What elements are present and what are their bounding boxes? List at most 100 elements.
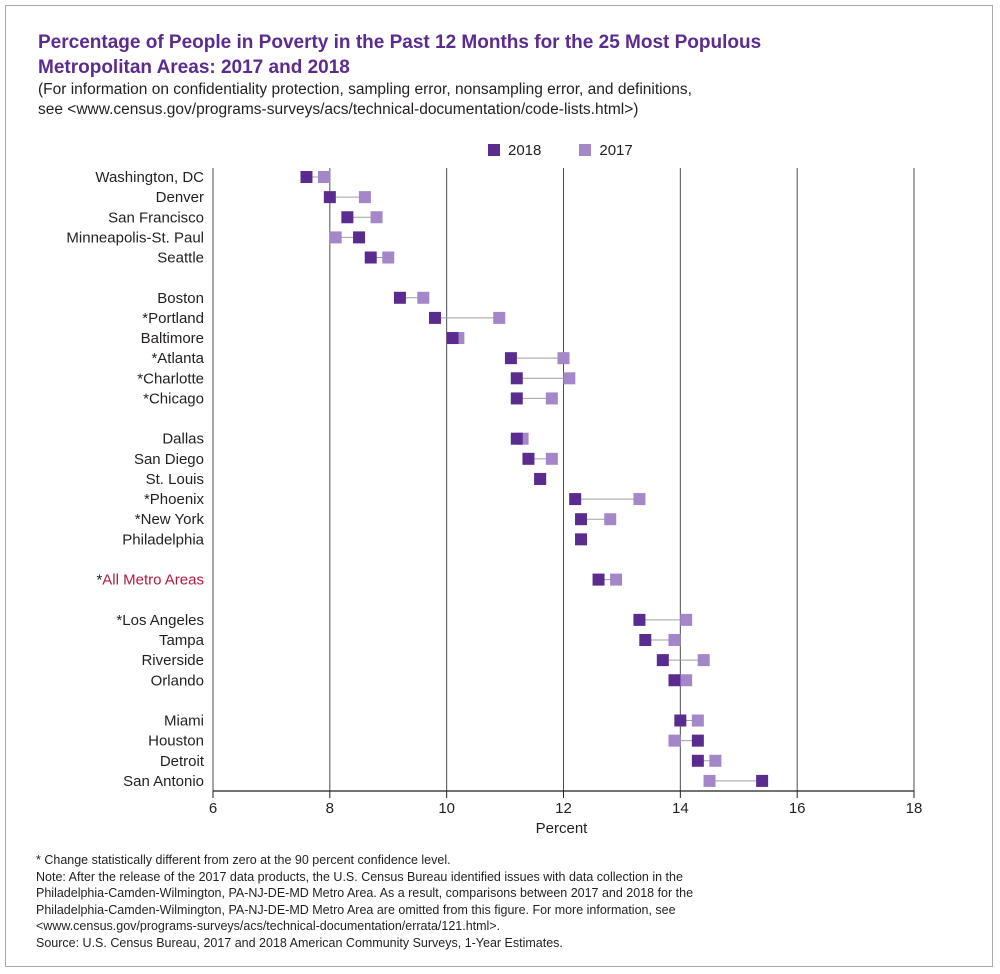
marker-2017-phoenix — [633, 493, 646, 506]
marker-2017-los-angeles — [680, 613, 693, 626]
x-tick-label-6: 6 — [209, 800, 217, 817]
marker-2017-riverside — [697, 654, 710, 667]
legend-item-2017: 2017 — [579, 141, 633, 159]
legend-item-2018: 2018 — [488, 142, 541, 159]
category-label-houston: Houston — [148, 733, 204, 750]
category-label-all-metro-areas: *All Metro Areas — [96, 572, 204, 589]
marker-2018-st-louis — [534, 472, 547, 485]
category-highlight-all-metro-areas: All Metro Areas — [102, 572, 204, 589]
chart-notes: * Change statistically different from ze… — [36, 852, 956, 951]
note-asterisk: * Change statistically different from ze… — [36, 853, 451, 867]
figure-frame — [5, 5, 993, 967]
chart-legend: 2018 2017 — [488, 140, 671, 160]
category-label-portland: *Portland — [142, 310, 204, 327]
note-line-2: Philadelphia-Camden-Wilmington, PA-NJ-DE… — [36, 886, 694, 900]
marker-2018-atlanta — [504, 352, 517, 365]
marker-2017-miami — [691, 714, 704, 727]
category-label-new-york: *New York — [135, 511, 205, 528]
marker-2017-orlando — [680, 674, 693, 687]
marker-2017-portland — [493, 311, 506, 324]
category-label-philadelphia: Philadelphia — [122, 531, 204, 548]
category-label-minneapolis-st-paul: Minneapolis-St. Paul — [66, 229, 204, 246]
category-label-charlotte: *Charlotte — [137, 370, 204, 387]
chart-subtitle-line-2: see <www.census.gov/programs-surveys/acs… — [38, 101, 639, 118]
legend-swatch-2017 — [579, 144, 592, 156]
marker-2018-boston — [393, 291, 406, 304]
marker-2018-miami — [674, 714, 687, 727]
marker-2018-orlando — [668, 674, 681, 687]
category-label-boston: Boston — [157, 290, 204, 307]
marker-2018-riverside — [656, 654, 669, 667]
marker-2018-houston — [691, 734, 704, 747]
marker-2018-seattle — [364, 251, 377, 264]
marker-2017-boston — [417, 291, 430, 304]
marker-2018-washington-dc — [300, 171, 313, 183]
marker-2018-detroit — [691, 754, 704, 767]
category-label-san-francisco: San Francisco — [108, 209, 204, 226]
category-asterisk-all-metro-areas: * — [96, 572, 102, 589]
category-label-san-diego: San Diego — [134, 451, 204, 468]
x-tick-label-12: 12 — [555, 800, 572, 817]
marker-2018-dallas — [510, 432, 523, 445]
chart-title-line-1: Percentage of People in Poverty in the P… — [38, 32, 762, 53]
chart-subtitle: (For information on confidentiality prot… — [38, 80, 958, 120]
marker-2018-new-york — [575, 513, 588, 526]
category-label-tampa: Tampa — [159, 632, 205, 649]
note-line-3: Philadelphia-Camden-Wilmington, PA-NJ-DE… — [36, 902, 676, 917]
marker-2018-all-metro-areas — [592, 573, 605, 586]
source-note: Source: U.S. Census Bureau, 2017 and 201… — [36, 935, 563, 950]
x-tick-label-18: 18 — [906, 800, 923, 817]
legend-swatch-2018 — [488, 144, 500, 156]
marker-2018-los-angeles — [633, 613, 646, 626]
marker-2018-portland — [428, 311, 441, 324]
chart-subtitle-line-1: (For information on confidentiality prot… — [38, 81, 692, 98]
category-label-atlanta: *Atlanta — [151, 350, 204, 367]
category-label-st-louis: St. Louis — [146, 471, 204, 488]
marker-2017-san-diego — [545, 452, 558, 465]
category-label-washington-dc: Washington, DC — [95, 169, 204, 186]
marker-2018-denver — [323, 191, 336, 204]
category-label-denver: Denver — [156, 189, 204, 206]
legend-label-2018: 2018 — [508, 141, 542, 159]
category-label-seattle: Seattle — [157, 250, 204, 267]
category-label-baltimore: Baltimore — [141, 330, 204, 347]
legend-label-2017: 2017 — [599, 141, 633, 159]
marker-2017-seattle — [382, 251, 395, 264]
marker-2017-san-francisco — [370, 211, 383, 224]
note-line-1: Note: After the release of the 2017 data… — [36, 869, 683, 884]
marker-2018-philadelphia — [575, 533, 588, 546]
category-label-chicago: *Chicago — [143, 390, 204, 407]
marker-2017-atlanta — [557, 352, 570, 365]
x-axis-title: Percent — [536, 820, 589, 837]
x-tick-label-14: 14 — [672, 800, 689, 817]
x-tick-label-8: 8 — [326, 800, 334, 817]
marker-2018-chicago — [510, 392, 523, 405]
category-label-orlando: Orlando — [151, 672, 204, 689]
marker-2018-san-antonio — [756, 774, 769, 787]
marker-2017-tampa — [668, 633, 681, 646]
category-label-miami: Miami — [164, 713, 204, 730]
marker-2017-houston — [668, 734, 681, 747]
category-label-detroit: Detroit — [160, 753, 205, 770]
x-tick-label-16: 16 — [789, 800, 806, 817]
category-label-los-angeles: *Los Angeles — [116, 612, 204, 629]
marker-2017-detroit — [709, 754, 722, 767]
x-tick-label-10: 10 — [438, 800, 455, 817]
marker-2018-phoenix — [569, 493, 582, 506]
marker-2018-san-francisco — [341, 211, 354, 224]
category-label-riverside: Riverside — [141, 652, 204, 669]
category-label-dallas: Dallas — [162, 431, 204, 448]
marker-2017-minneapolis-st-paul — [329, 231, 342, 244]
marker-2017-denver — [358, 191, 371, 204]
note-line-4: <www.census.gov/programs-surveys/acs/tec… — [36, 919, 501, 933]
marker-2017-new-york — [604, 513, 617, 526]
marker-2018-baltimore — [446, 332, 459, 345]
marker-2018-tampa — [639, 633, 652, 646]
chart-title-line-2: Metropolitan Areas: 2017 and 2018 — [38, 57, 350, 78]
marker-2017-chicago — [545, 392, 558, 405]
marker-2017-washington-dc — [317, 171, 330, 183]
category-label-phoenix: *Phoenix — [144, 491, 205, 508]
marker-2017-all-metro-areas — [610, 573, 623, 586]
category-label-san-antonio: San Antonio — [123, 773, 204, 790]
